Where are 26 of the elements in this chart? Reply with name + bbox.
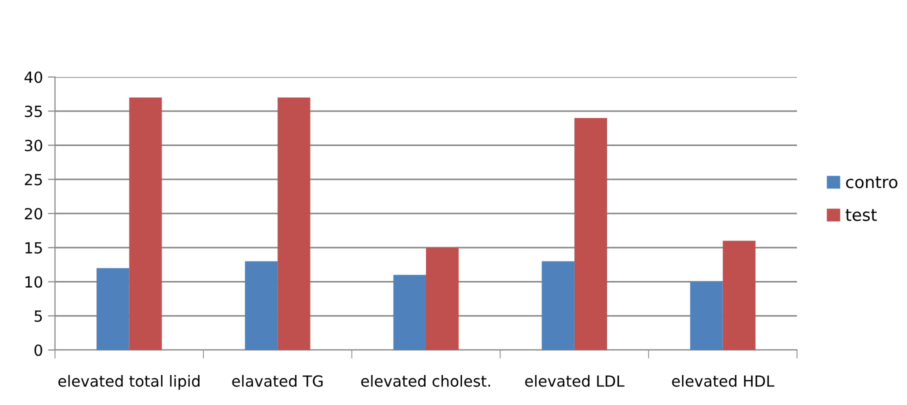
bar xyxy=(278,97,310,350)
y-tick-label: 40 xyxy=(24,71,42,84)
bar xyxy=(690,282,723,350)
bar xyxy=(393,274,426,350)
y-tick-label: 35 xyxy=(24,106,42,118)
x-tick-label: elevated total lipid xyxy=(58,375,200,390)
x-tick-label: elavated TG xyxy=(232,375,323,387)
bar xyxy=(244,261,278,350)
y-tick-label: 0 xyxy=(34,344,42,356)
y-tick-label: 25 xyxy=(24,174,42,186)
x-tick-label: elevated HDL xyxy=(672,375,774,387)
bar xyxy=(96,268,130,350)
x-tick-label: elevated cholest. xyxy=(361,375,490,387)
y-tick-label: 10 xyxy=(25,276,42,288)
y-tick-label: 15 xyxy=(25,242,42,254)
bar xyxy=(574,118,608,350)
legend-label: contro xyxy=(846,176,898,188)
bar xyxy=(129,97,162,350)
bar xyxy=(426,248,459,350)
bar xyxy=(722,240,756,350)
x-tick-label: elevated LDL xyxy=(525,375,624,387)
y-tick-label: 5 xyxy=(34,310,42,322)
y-tick-label: 30 xyxy=(24,140,42,152)
bar xyxy=(542,261,574,350)
legend-label: test xyxy=(846,209,877,222)
y-tick-label: 20 xyxy=(24,208,42,220)
